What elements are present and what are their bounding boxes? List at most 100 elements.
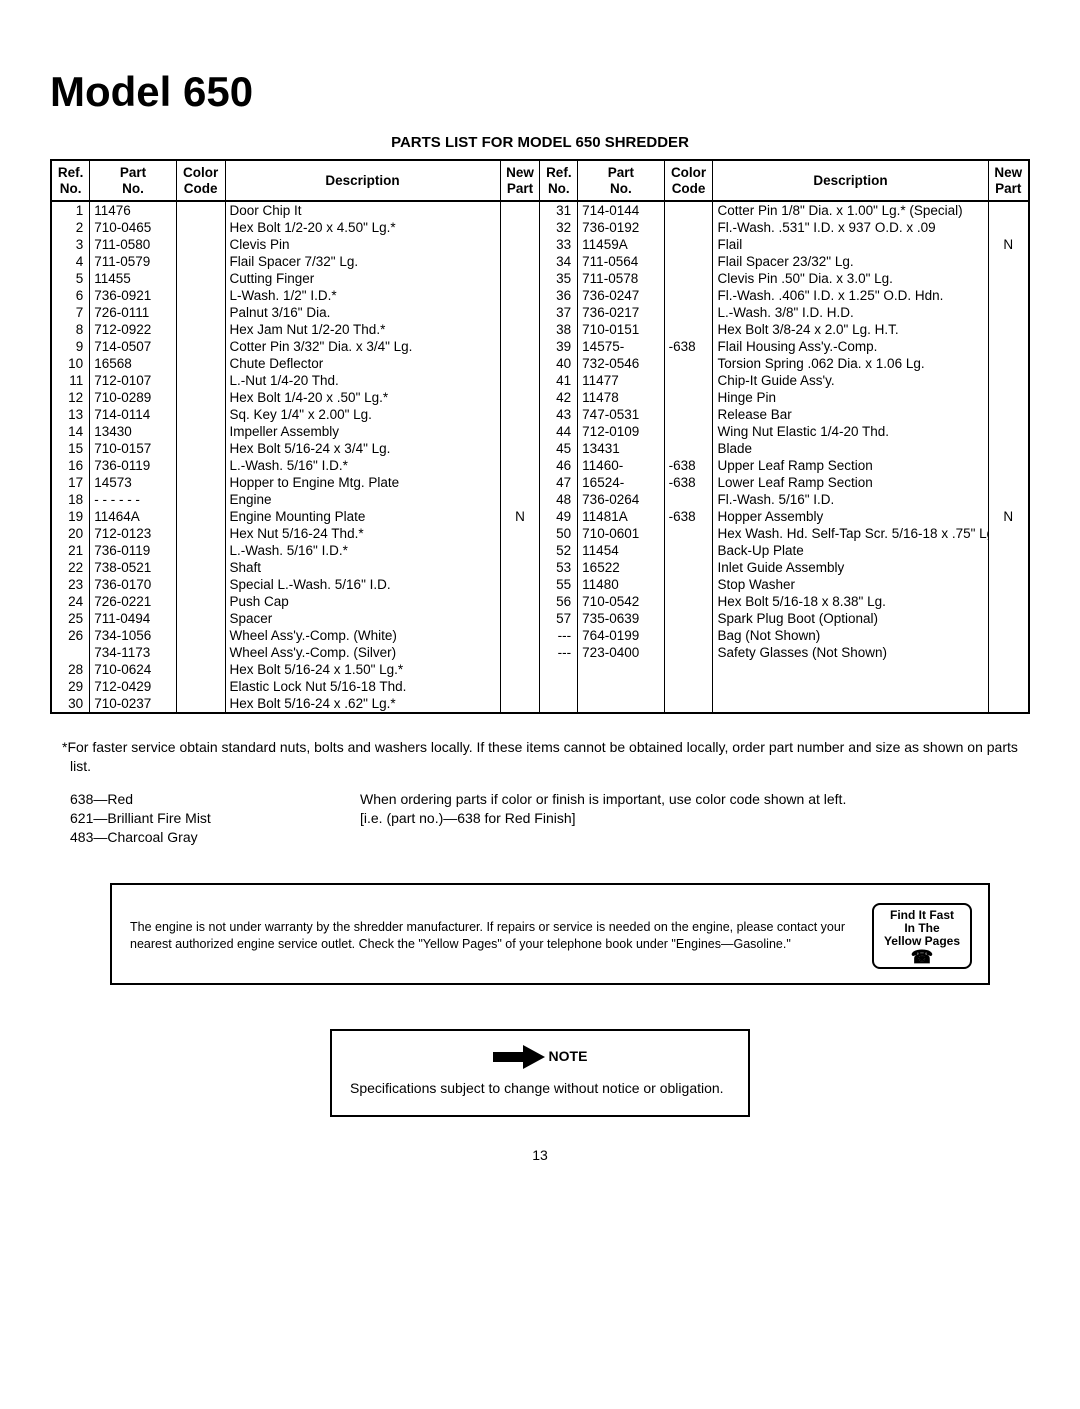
table-cell: 20 [52, 525, 90, 542]
table-cell [500, 474, 540, 491]
table-cell [988, 287, 1028, 304]
table-cell [176, 542, 225, 559]
table-cell [500, 542, 540, 559]
table-row: 20712-0123Hex Nut 5/16-24 Thd.*50710-060… [52, 525, 1028, 542]
table-cell [664, 201, 713, 219]
table-cell: 56 [540, 593, 578, 610]
table-cell: 15 [52, 440, 90, 457]
table-cell: 736-0119 [90, 457, 177, 474]
table-cell [988, 406, 1028, 423]
table-cell [176, 287, 225, 304]
table-cell: 712-0922 [90, 321, 177, 338]
table-cell: Hex Bolt 5/16-24 x .62" Lg.* [225, 695, 500, 712]
table-cell: Back-Up Plate [713, 542, 988, 559]
yellow-pages-badge: Find It Fast In The Yellow Pages ☎︎ [872, 903, 972, 969]
table-cell [500, 610, 540, 627]
table-cell [176, 201, 225, 219]
table-cell [988, 304, 1028, 321]
table-cell: 28 [52, 661, 90, 678]
table-cell: 50 [540, 525, 578, 542]
table-cell: 25 [52, 610, 90, 627]
table-cell: Stop Washer [713, 576, 988, 593]
table-cell [988, 321, 1028, 338]
table-row: 11712-0107L.-Nut 1/4-20 Thd.4111477Chip-… [52, 372, 1028, 389]
color-codes-row: 638—Red 621—Brilliant Fire Mist 483—Char… [50, 790, 1030, 847]
table-cell: -638 [664, 508, 713, 525]
table-cell: 726-0221 [90, 593, 177, 610]
table-cell [664, 593, 713, 610]
table-cell: 710-0624 [90, 661, 177, 678]
table-cell: Wheel Ass'y.-Comp. (White) [225, 627, 500, 644]
table-cell: L.-Wash. 3/8" I.D. H.D. [713, 304, 988, 321]
table-cell: 11460- [578, 457, 665, 474]
table-row: 3711-0580Clevis Pin3311459AFlailN [52, 236, 1028, 253]
table-cell: 26 [52, 627, 90, 644]
table-cell [988, 559, 1028, 576]
table-cell: 747-0531 [578, 406, 665, 423]
table-cell [500, 321, 540, 338]
table-cell [988, 593, 1028, 610]
table-cell [540, 661, 578, 678]
table-row: 24726-0221Push Cap56710-0542Hex Bolt 5/1… [52, 593, 1028, 610]
table-cell [664, 270, 713, 287]
table-cell: 11476 [90, 201, 177, 219]
table-row: 21736-0119L.-Wash. 5/16" I.D.*5211454Bac… [52, 542, 1028, 559]
table-cell: Cotter Pin 3/32" Dia. x 3/4" Lg. [225, 338, 500, 355]
table-cell [988, 355, 1028, 372]
table-cell [988, 219, 1028, 236]
table-cell: 37 [540, 304, 578, 321]
table-cell: 736-0170 [90, 576, 177, 593]
table-cell [500, 644, 540, 661]
table-cell [664, 661, 713, 678]
table-cell [664, 542, 713, 559]
color-code: 638—Red [70, 790, 360, 809]
table-cell: 40 [540, 355, 578, 372]
table-cell: 2 [52, 219, 90, 236]
table-cell: 736-0119 [90, 542, 177, 559]
table-cell [176, 219, 225, 236]
table-cell: 734-1056 [90, 627, 177, 644]
table-cell [176, 406, 225, 423]
table-cell: 736-0247 [578, 287, 665, 304]
table-cell: 33 [540, 236, 578, 253]
table-row: 16736-0119L.-Wash. 5/16" I.D.*4611460--6… [52, 457, 1028, 474]
table-cell [176, 355, 225, 372]
table-row: 9714-0507Cotter Pin 3/32" Dia. x 3/4" Lg… [52, 338, 1028, 355]
table-cell [988, 389, 1028, 406]
arrow-icon [493, 1045, 545, 1069]
table-cell: 712-0429 [90, 678, 177, 695]
table-cell: -638 [664, 338, 713, 355]
table-cell: 11455 [90, 270, 177, 287]
table-cell: Chute Deflector [225, 355, 500, 372]
table-cell: 30 [52, 695, 90, 712]
table-cell: 735-0639 [578, 610, 665, 627]
table-cell [988, 338, 1028, 355]
table-cell: Fl.-Wash. .406" I.D. x 1.25" O.D. Hdn. [713, 287, 988, 304]
table-cell [988, 372, 1028, 389]
table-cell: Hex Bolt 5/16-24 x 1.50" Lg.* [225, 661, 500, 678]
table-cell [500, 338, 540, 355]
table-cell [176, 661, 225, 678]
table-cell [664, 559, 713, 576]
ordering-note-line: [i.e. (part no.)—638 for Red Finish] [360, 809, 1030, 828]
table-cell: 711-0580 [90, 236, 177, 253]
ordering-note-line: When ordering parts if color or finish i… [360, 790, 1030, 809]
table-cell [500, 457, 540, 474]
table-cell: 13431 [578, 440, 665, 457]
table-row: 2710-0465Hex Bolt 1/2-20 x 4.50" Lg.*327… [52, 219, 1028, 236]
table-cell: Cutting Finger [225, 270, 500, 287]
table-cell: 16 [52, 457, 90, 474]
table-cell: 726-0111 [90, 304, 177, 321]
table-cell [500, 576, 540, 593]
table-cell: 732-0546 [578, 355, 665, 372]
table-cell [988, 610, 1028, 627]
table-cell [664, 372, 713, 389]
table-cell: 13 [52, 406, 90, 423]
warranty-box: The engine is not under warranty by the … [110, 883, 990, 985]
table-cell: 723-0400 [578, 644, 665, 661]
table-cell: 16524- [578, 474, 665, 491]
table-cell: Chip-It Guide Ass'y. [713, 372, 988, 389]
table-cell: 714-0144 [578, 201, 665, 219]
table-cell [176, 236, 225, 253]
table-cell: 53 [540, 559, 578, 576]
